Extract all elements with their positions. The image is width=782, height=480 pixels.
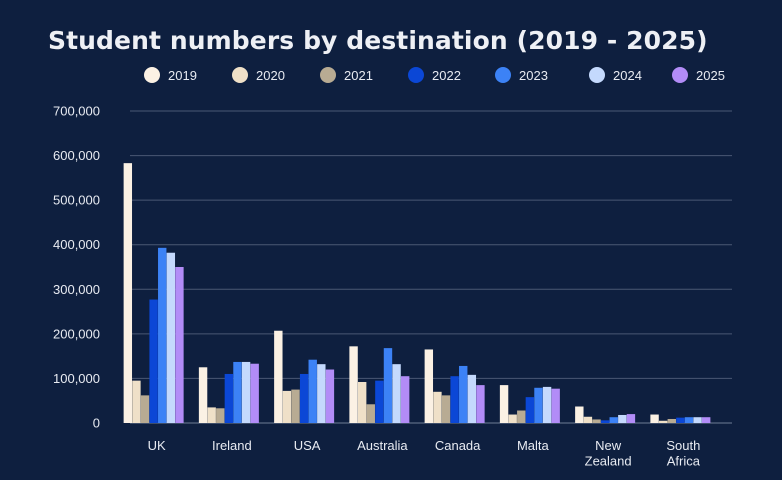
y-tick-label: 200,000	[53, 326, 100, 341]
legend-item-2021: 2021	[320, 66, 373, 84]
bar-uk-2021	[140, 395, 150, 423]
bar-australia-2021	[366, 404, 375, 423]
chart-title: Student numbers by destination (2019 - 2…	[48, 26, 708, 55]
bar-ireland-2024	[241, 361, 251, 423]
y-tick-label: 300,000	[53, 282, 100, 297]
bar-usa-2021	[291, 389, 300, 423]
legend-label-2023: 2023	[519, 67, 548, 83]
bar-malta-2019	[499, 385, 509, 423]
bar-south-africa-2024	[693, 417, 702, 423]
x-tick-label: South Africa	[666, 438, 700, 469]
bar-canada-2023	[459, 365, 468, 423]
legend-item-2024: 2024	[589, 66, 642, 84]
legend-swatch-2023	[495, 67, 511, 83]
bar-south-africa-2025	[701, 417, 711, 423]
x-tick-label: Canada	[435, 438, 481, 453]
bar-usa-2020	[282, 390, 292, 423]
bar-new-zealand-2021	[592, 419, 601, 423]
bar-usa-2025	[325, 369, 335, 423]
legend-swatch-2019	[144, 67, 160, 83]
bar-ireland-2021	[216, 408, 225, 423]
y-tick-label: 100,000	[53, 371, 100, 386]
legend-label-2020: 2020	[256, 67, 285, 83]
bar-uk-2023	[158, 247, 167, 423]
bar-malta-2024	[542, 386, 552, 423]
bar-australia-2019	[349, 346, 358, 423]
bar-new-zealand-2022	[600, 420, 610, 423]
bar-ireland-2022	[224, 373, 234, 423]
bar-malta-2021	[517, 410, 526, 423]
bar-south-africa-2021	[667, 418, 676, 423]
x-tick-label: New Zealand	[585, 438, 632, 469]
bar-usa-2024	[317, 364, 326, 423]
legend-item-2023: 2023	[495, 66, 548, 84]
bar-new-zealand-2019	[575, 406, 584, 423]
bar-uk-2022	[149, 299, 158, 423]
bar-canada-2019	[424, 349, 434, 423]
legend-item-2025: 2025	[672, 66, 725, 84]
bar-uk-2024	[166, 252, 176, 423]
y-tick-label: 500,000	[53, 193, 100, 208]
bar-australia-2023	[383, 348, 393, 423]
bar-ireland-2020	[207, 407, 216, 423]
bar-new-zealand-2025	[626, 414, 636, 423]
legend-swatch-2025	[672, 67, 688, 83]
legend-label-2025: 2025	[696, 67, 725, 83]
bar-canada-2022	[450, 376, 459, 423]
legend-swatch-2021	[320, 67, 336, 83]
bar-new-zealand-2020	[583, 416, 593, 423]
bar-usa-2019	[274, 330, 283, 423]
legend-swatch-2020	[232, 67, 248, 83]
x-tick-label: Malta	[517, 438, 550, 453]
bar-malta-2025	[551, 388, 560, 423]
y-tick-label: 600,000	[53, 148, 100, 163]
x-tick-label: UK	[148, 438, 166, 453]
legend-label-2019: 2019	[168, 67, 197, 83]
x-tick-label: Australia	[357, 438, 408, 453]
legend-label-2024: 2024	[613, 67, 642, 83]
bar-australia-2024	[392, 364, 401, 423]
bar-new-zealand-2024	[618, 414, 627, 423]
bar-canada-2020	[433, 391, 442, 423]
bar-canada-2021	[441, 395, 451, 423]
bar-australia-2022	[375, 380, 384, 423]
bar-south-africa-2023	[684, 417, 694, 423]
bar-usa-2022	[299, 373, 309, 423]
legend-label-2022: 2022	[432, 67, 461, 83]
bar-new-zealand-2023	[609, 417, 618, 423]
bar-ireland-2023	[233, 361, 242, 423]
y-tick-label: 400,000	[53, 237, 100, 252]
bar-australia-2020	[357, 381, 367, 423]
bar-canada-2025	[476, 385, 485, 423]
bar-south-africa-2022	[676, 417, 685, 423]
bar-malta-2020	[508, 414, 517, 423]
bar-ireland-2019	[198, 367, 208, 423]
legend-item-2020: 2020	[232, 66, 285, 84]
bar-malta-2022	[525, 397, 535, 423]
legend-swatch-2024	[589, 67, 605, 83]
bar-uk-2025	[175, 267, 184, 423]
x-tick-label: USA	[294, 438, 321, 453]
bar-australia-2025	[400, 376, 410, 423]
bar-south-africa-2020	[658, 420, 668, 423]
bar-ireland-2025	[250, 363, 259, 423]
legend-swatch-2022	[408, 67, 424, 83]
y-tick-label: 0	[93, 416, 100, 431]
bar-usa-2023	[308, 359, 317, 423]
bar-malta-2023	[534, 387, 543, 423]
y-tick-label: 700,000	[53, 104, 100, 119]
bar-uk-2020	[132, 380, 141, 423]
legend-label-2021: 2021	[344, 67, 373, 83]
legend-item-2019: 2019	[144, 66, 197, 84]
bar-south-africa-2019	[650, 414, 659, 423]
bar-canada-2024	[467, 374, 477, 423]
legend-item-2022: 2022	[408, 66, 461, 84]
x-tick-label: Ireland	[212, 438, 252, 453]
bar-uk-2019	[123, 163, 133, 424]
